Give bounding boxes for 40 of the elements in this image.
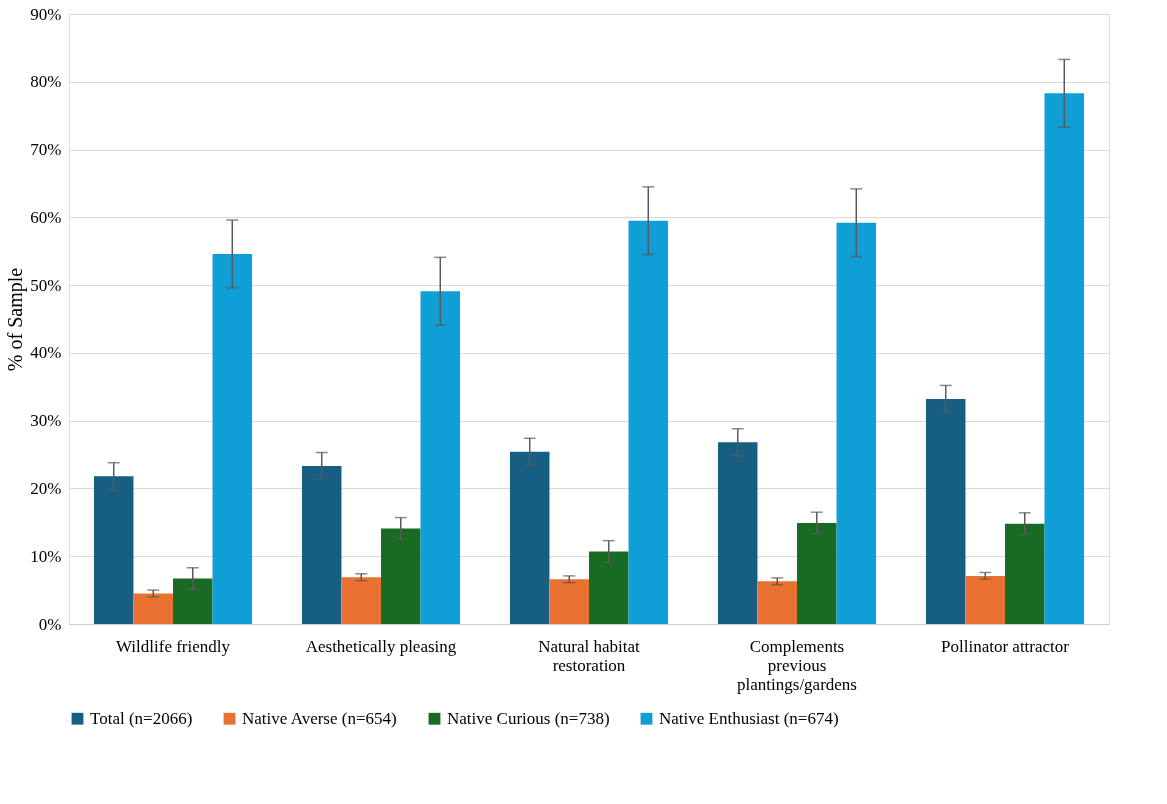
bar — [836, 222, 877, 624]
bar — [381, 528, 421, 624]
bar — [93, 476, 134, 624]
y-tick-label: 30% — [30, 411, 62, 431]
y-tick-label: 90% — [30, 4, 62, 24]
bar — [420, 291, 461, 624]
bar — [173, 578, 213, 624]
y-tick-label: 40% — [30, 343, 62, 363]
bar — [797, 523, 837, 624]
bar — [549, 579, 589, 624]
y-tick-label: 0% — [38, 614, 62, 634]
y-tick-label: 60% — [30, 207, 62, 227]
legend-label: Total (n=2066) — [90, 708, 193, 728]
y-axis-title: % of Sample — [4, 267, 28, 372]
x-tick-label: Natural habitat restoration — [538, 636, 641, 675]
bar — [757, 581, 797, 624]
bar — [925, 398, 966, 624]
y-tick-label: 20% — [30, 478, 62, 498]
legend-label: Native Enthusiast (n=674) — [659, 708, 839, 728]
y-tick-label: 50% — [30, 275, 62, 295]
bar — [509, 451, 550, 624]
legend-label: Native Averse (n=654) — [242, 708, 397, 728]
bar — [212, 253, 253, 624]
y-tick-label: 10% — [30, 546, 62, 566]
bar — [1005, 523, 1045, 624]
x-tick-label: Aesthetically pleasing — [305, 636, 457, 656]
bar — [965, 575, 1005, 624]
bar — [133, 593, 173, 624]
bar — [341, 577, 381, 624]
y-tick-label: 80% — [30, 72, 62, 92]
legend-label: Native Curious (n=738) — [447, 708, 610, 728]
x-tick-label: Wildlife friendly — [115, 636, 231, 656]
bar — [628, 220, 669, 624]
bar — [717, 442, 758, 624]
bar — [1044, 93, 1085, 624]
bar — [301, 466, 342, 624]
x-tick-label: Pollinator attractor — [941, 636, 1070, 656]
x-tick-label: Complements previous plantings/gardens — [737, 636, 857, 694]
y-tick-label: 70% — [30, 140, 62, 160]
bar — [589, 551, 629, 624]
